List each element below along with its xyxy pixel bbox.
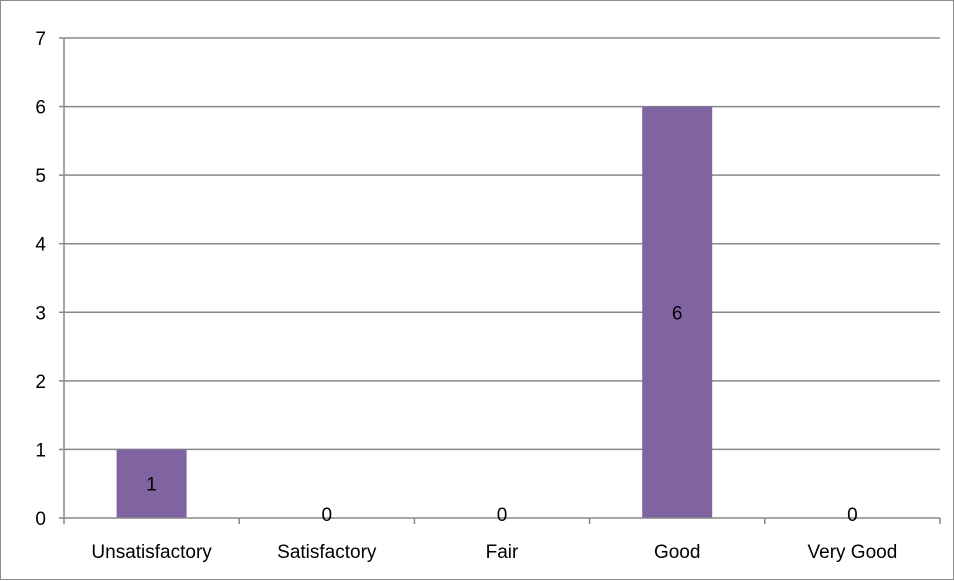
x-tick-label: Satisfactory (277, 542, 377, 563)
data-label: 6 (672, 303, 683, 324)
y-tick-labels: 0 1 2 3 4 5 6 7 (35, 29, 46, 530)
x-tick-label: Very Good (808, 542, 898, 563)
data-labels: 1 0 0 6 0 (146, 303, 857, 526)
y-tick-label: 0 (35, 509, 46, 530)
bars (116, 106, 713, 519)
axes (59, 37, 941, 524)
x-tick-label: Fair (486, 542, 519, 563)
y-tick-label: 5 (35, 166, 46, 187)
y-tick-label: 6 (35, 98, 46, 119)
bar-unsatisfactory (116, 449, 187, 518)
data-label: 0 (322, 505, 333, 526)
data-label: 0 (847, 505, 858, 526)
x-tick-label: Good (654, 542, 700, 563)
data-label: 0 (497, 505, 508, 526)
y-tick-label: 2 (35, 372, 46, 393)
bar-good (642, 106, 713, 519)
x-tick-label: Unsatisfactory (91, 542, 212, 563)
data-label: 1 (146, 475, 157, 496)
x-tick-labels: Unsatisfactory Satisfactory Fair Good Very G… (91, 542, 897, 563)
y-tick-label: 3 (35, 303, 46, 324)
y-tick-label: 4 (35, 235, 46, 256)
y-tick-label: 7 (35, 29, 46, 50)
y-tick-label: 1 (35, 440, 46, 461)
gridlines (64, 37, 940, 451)
